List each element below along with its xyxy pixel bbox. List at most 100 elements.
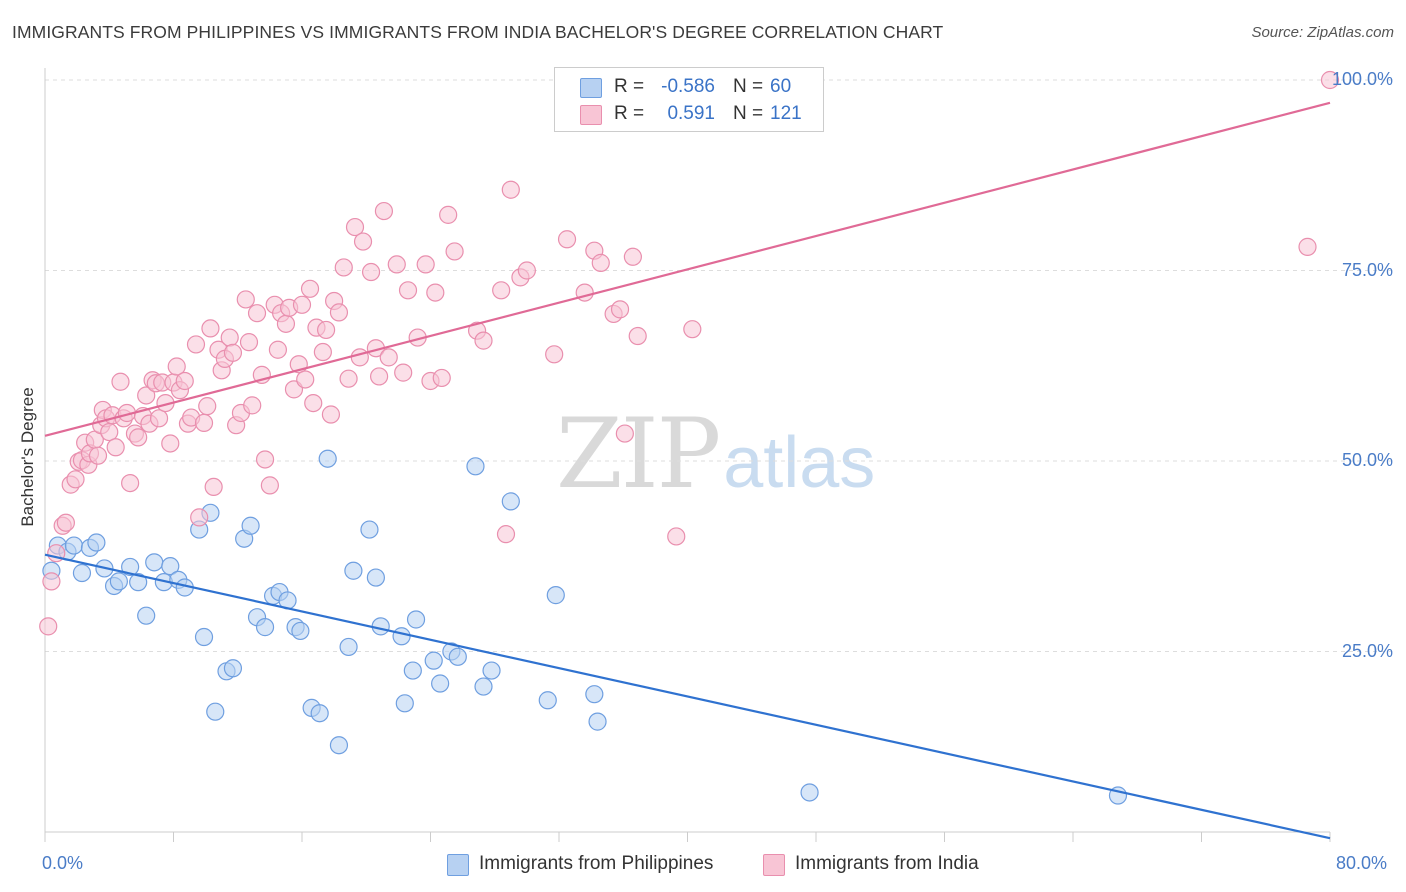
data-point xyxy=(329,736,349,755)
watermark-atlas: atlas xyxy=(723,423,876,503)
data-point xyxy=(121,473,140,493)
series-pink xyxy=(39,70,1340,636)
trend-lines xyxy=(44,101,1331,840)
data-point xyxy=(329,303,349,322)
legend-label: Immigrants from India xyxy=(795,853,979,874)
data-point xyxy=(466,457,485,476)
data-point xyxy=(201,319,220,338)
y-tick-label: 25.0% xyxy=(1341,640,1393,661)
x-tick-label-min: 0.0% xyxy=(42,853,84,873)
y-tick-label: 50.0% xyxy=(1341,450,1393,470)
data-point xyxy=(448,647,467,666)
data-point xyxy=(292,295,312,314)
data-point xyxy=(204,477,223,497)
n-label: N = xyxy=(733,76,764,97)
data-point xyxy=(198,397,217,416)
data-points xyxy=(39,70,1340,805)
data-point xyxy=(137,386,156,405)
data-point xyxy=(304,393,323,413)
trend-line-pink xyxy=(44,101,1331,437)
correlation-stats-box: R = -0.586 N = 60 R = 0.591 N = 121 xyxy=(554,67,824,132)
data-point xyxy=(291,621,310,641)
data-point xyxy=(628,326,647,346)
data-point xyxy=(310,704,329,723)
data-point xyxy=(223,659,243,678)
data-point xyxy=(353,232,373,251)
chart-legend: Immigrants from Philippines Immigrants f… xyxy=(0,850,1406,878)
data-point xyxy=(426,283,445,302)
data-point xyxy=(1320,70,1340,90)
data-point xyxy=(374,201,394,221)
stat-swatch-blue xyxy=(580,78,602,98)
data-point xyxy=(588,712,607,731)
data-point xyxy=(313,342,332,362)
watermark-zip: ZIP xyxy=(556,398,721,510)
data-point xyxy=(546,586,565,605)
data-point xyxy=(137,606,156,625)
source-label: Source: ZipAtlas.com xyxy=(1251,24,1394,41)
data-point xyxy=(268,340,288,359)
data-point xyxy=(106,438,125,457)
n-label: N = xyxy=(733,103,764,124)
data-point xyxy=(300,279,320,298)
data-point xyxy=(243,396,262,415)
data-point xyxy=(129,428,148,447)
data-point xyxy=(517,261,536,280)
data-point xyxy=(667,527,686,546)
data-point xyxy=(206,702,225,721)
data-point xyxy=(800,783,819,802)
data-point xyxy=(186,335,206,354)
data-point xyxy=(239,333,259,352)
r-label: R = xyxy=(614,76,645,97)
data-point xyxy=(321,405,341,424)
y-axis-label: Bachelor's Degree xyxy=(18,387,37,527)
data-point xyxy=(296,370,315,389)
stat-swatch-pink xyxy=(580,105,602,125)
data-point xyxy=(501,492,520,511)
legend-label: Immigrants from Philippines xyxy=(479,853,714,874)
data-point xyxy=(501,180,520,199)
data-point xyxy=(339,637,358,657)
legend-swatch-blue xyxy=(447,854,469,876)
r-value: -0.586 xyxy=(661,76,715,97)
data-point xyxy=(66,470,85,489)
y-tick-label: 100.0% xyxy=(1331,69,1393,89)
data-point xyxy=(416,255,435,274)
grid-lines xyxy=(45,79,1392,652)
data-point xyxy=(492,281,511,300)
data-point xyxy=(557,230,577,249)
data-point xyxy=(145,553,164,572)
data-point xyxy=(194,627,214,647)
data-point xyxy=(623,247,642,266)
series-blue xyxy=(42,449,1128,805)
data-point xyxy=(344,561,363,580)
data-point xyxy=(387,255,406,274)
data-point xyxy=(406,610,426,629)
data-point xyxy=(585,685,604,704)
data-point xyxy=(247,304,267,323)
chart-title: IMMIGRANTS FROM PHILIPPINES VS IMMIGRANT… xyxy=(12,22,944,42)
data-point xyxy=(149,409,169,428)
r-label: R = xyxy=(614,103,645,124)
watermark: ZIPatlas xyxy=(556,398,875,510)
axes xyxy=(44,68,1331,842)
data-point xyxy=(255,618,275,637)
data-point xyxy=(276,314,296,333)
data-point xyxy=(345,217,365,237)
data-point xyxy=(64,536,84,555)
data-point xyxy=(111,372,130,391)
data-point xyxy=(121,557,140,577)
data-point xyxy=(334,258,353,277)
data-point xyxy=(316,320,336,340)
data-point xyxy=(360,520,379,539)
data-point xyxy=(190,508,209,527)
data-point xyxy=(403,661,422,680)
stat-row-philippines: R = -0.586 N = 60 xyxy=(555,74,823,102)
data-point xyxy=(350,348,369,367)
data-point xyxy=(370,367,389,386)
data-point xyxy=(260,476,279,495)
data-point xyxy=(56,513,75,532)
y-tick-label: 75.0% xyxy=(1341,259,1393,280)
data-point xyxy=(683,320,702,339)
